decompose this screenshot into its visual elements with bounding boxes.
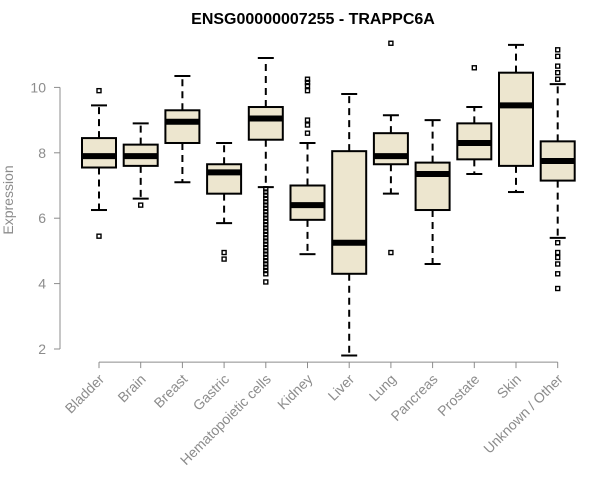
outlier-point	[263, 186, 269, 192]
box-brain	[122, 122, 159, 208]
box-breast	[164, 74, 201, 184]
x-tick-label: Bladder	[62, 371, 108, 417]
box-liver	[331, 92, 368, 357]
outlier-point	[137, 202, 144, 208]
x-tick-label: Prostate	[434, 371, 482, 419]
outlier-point	[221, 256, 227, 262]
outlier-point	[555, 240, 561, 246]
box-series	[81, 40, 576, 357]
outlier-point	[263, 208, 269, 215]
box-skin	[498, 43, 534, 194]
outlier-point	[263, 244, 269, 251]
outlier-point	[388, 249, 394, 256]
outlier-point	[555, 271, 561, 277]
y-axis-label: Expression	[0, 165, 16, 234]
outlier-point	[263, 241, 269, 248]
iqr-box	[331, 150, 368, 275]
y-tick-label: 8	[38, 145, 46, 161]
outlier-point	[304, 79, 311, 86]
iqr-box	[81, 137, 117, 169]
outlier-point	[304, 122, 311, 128]
outlier-point	[555, 69, 561, 76]
outlier-point	[263, 261, 269, 267]
outlier-point	[555, 63, 561, 69]
box-lung	[372, 40, 409, 256]
outlier-point	[263, 212, 269, 218]
outlier-point	[263, 195, 269, 202]
iqr-box	[164, 109, 201, 144]
box-unknown-other	[539, 47, 576, 292]
outlier-point	[263, 205, 269, 212]
x-tick-label: Lung	[366, 371, 399, 404]
box-hematopoietic-cells	[247, 56, 284, 285]
iqr-box	[247, 106, 284, 141]
iqr-box	[372, 132, 409, 166]
outlier-point	[263, 254, 269, 261]
box-prostate	[456, 65, 493, 176]
y-tick-label: 6	[38, 210, 46, 226]
outlier-point	[304, 83, 311, 89]
outlier-point	[555, 261, 561, 267]
iqr-box	[414, 161, 451, 212]
outlier-point	[263, 231, 269, 238]
outlier-point	[304, 117, 311, 123]
outlier-point	[263, 279, 269, 285]
outlier-point	[263, 225, 269, 231]
outlier-point	[263, 199, 269, 205]
outlier-point	[263, 192, 269, 199]
outlier-point	[263, 258, 269, 264]
x-tick-label: Unknown / Other	[480, 371, 566, 457]
y-tick-label: 2	[38, 341, 46, 357]
y-tick-label: 10	[30, 79, 46, 95]
box-kidney	[289, 76, 326, 256]
outlier-point	[221, 249, 227, 256]
outlier-point	[304, 76, 311, 82]
y-tick-label: 4	[38, 276, 46, 292]
x-tick-label: Kidney	[274, 371, 316, 413]
outlier-point	[96, 233, 102, 239]
outlier-point	[555, 53, 561, 60]
outlier-point	[555, 249, 561, 256]
x-tick-label: Breast	[151, 371, 191, 411]
outlier-point	[263, 264, 269, 270]
outlier-point	[263, 189, 269, 195]
outlier-point	[555, 285, 561, 292]
chart-title: ENSG00000007255 - TRAPPC6A	[191, 11, 435, 28]
outlier-point	[388, 40, 394, 46]
box-gastric	[206, 141, 243, 262]
x-tick-label: Skin	[494, 371, 525, 402]
outlier-point	[263, 238, 269, 244]
outlier-point	[555, 47, 561, 53]
outlier-point	[263, 215, 269, 221]
iqr-box	[498, 71, 534, 167]
box-pancreas	[414, 119, 451, 265]
iqr-box	[206, 163, 243, 195]
outlier-point	[555, 254, 561, 261]
x-tick-label: Liver	[325, 371, 358, 404]
box-bladder	[81, 87, 117, 239]
y-axis: 2 4 6 8 10	[30, 79, 61, 357]
outlier-point	[263, 202, 269, 208]
outlier-point	[555, 76, 561, 82]
outlier-point	[263, 248, 269, 254]
outlier-point	[263, 267, 269, 274]
outlier-point	[263, 228, 269, 234]
outlier-point	[96, 87, 102, 94]
outlier-point	[263, 251, 269, 257]
x-tick-label: Brain	[114, 371, 148, 405]
outlier-point	[263, 218, 269, 225]
outlier-point	[304, 130, 311, 136]
outlier-point	[263, 222, 269, 228]
outlier-point	[263, 271, 269, 277]
outlier-point	[471, 65, 477, 71]
outlier-point	[263, 235, 269, 241]
outlier-point	[304, 87, 311, 94]
